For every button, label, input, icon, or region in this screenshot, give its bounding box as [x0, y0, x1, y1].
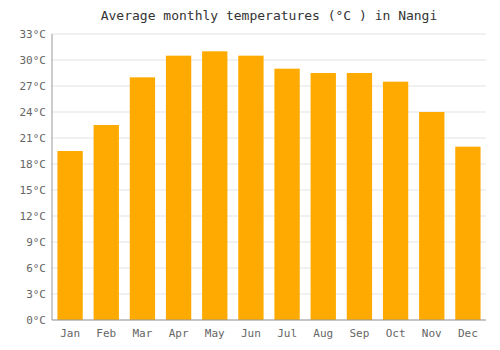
grid-line — [52, 86, 486, 87]
x-tick-label: Jan — [60, 327, 80, 340]
x-tick-label: Sep — [349, 327, 369, 340]
bar — [94, 125, 119, 320]
y-tick-label: 24°C — [20, 106, 47, 119]
y-tick-label: 15°C — [20, 184, 47, 197]
x-tick-label: Feb — [96, 327, 116, 340]
x-tick-label: May — [205, 327, 225, 340]
y-tick-label: 30°C — [20, 54, 47, 67]
grid-line — [52, 34, 486, 35]
x-tick-label: Jul — [277, 327, 297, 340]
chart: Average monthly temperatures (°C ) in Na… — [0, 0, 500, 350]
y-tick-label: 12°C — [20, 210, 47, 223]
x-tick-label: Dec — [458, 327, 478, 340]
y-tick-label: 21°C — [20, 132, 47, 145]
bar — [166, 56, 191, 320]
bar — [238, 56, 263, 320]
y-tick-label: 6°C — [26, 262, 46, 275]
bar — [419, 112, 444, 320]
bar — [57, 151, 82, 320]
bar — [274, 69, 299, 320]
bar — [130, 77, 155, 320]
x-tick-label: Oct — [386, 327, 406, 340]
y-tick-label: 18°C — [20, 158, 47, 171]
y-axis — [52, 34, 53, 320]
bars — [57, 51, 480, 320]
x-axis — [52, 320, 486, 321]
y-tick-label: 9°C — [26, 236, 46, 249]
y-tick-label: 0°C — [26, 314, 46, 327]
x-tick-label: Jun — [241, 327, 261, 340]
bar — [311, 73, 336, 320]
x-tick-label: Nov — [422, 327, 442, 340]
bar — [347, 73, 372, 320]
x-tick-label: Aug — [313, 327, 333, 340]
x-tick-label: Mar — [132, 327, 152, 340]
y-tick-label: 27°C — [20, 80, 47, 93]
title: Average monthly temperatures (°C ) in Na… — [101, 8, 438, 23]
x-tick-label: Apr — [169, 327, 189, 340]
bar — [383, 82, 408, 320]
grid-line — [52, 60, 486, 61]
y-tick-label: 33°C — [20, 28, 47, 41]
grid — [52, 34, 486, 320]
grid-line — [52, 320, 486, 321]
bar — [455, 147, 480, 320]
y-tick-label: 3°C — [26, 288, 46, 301]
bar — [202, 51, 227, 320]
